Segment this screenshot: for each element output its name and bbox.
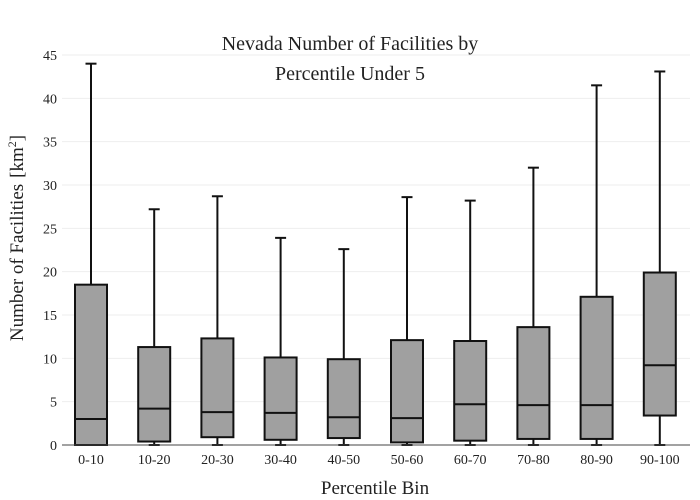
box-group [642,70,677,446]
x-tick-label: 30-40 [264,453,297,468]
y-tick-label: 40 [43,92,57,107]
box-iqr [390,339,424,444]
boxes [74,62,677,446]
x-tick-label: 40-50 [327,453,360,468]
x-tick-label: 10-20 [138,453,171,468]
x-tick-label: 70-80 [517,453,550,468]
y-tick-label: 25 [43,222,57,237]
box-iqr [200,337,235,439]
y-tick-label: 0 [50,439,57,454]
y-tick-label: 45 [43,49,57,64]
y-axis-title-text: Number of Facilities [7,184,28,341]
y-axis-unit-close: ] [7,135,28,141]
box-group [390,196,424,446]
y-tick-labels: 0 5 10 15 20 25 30 35 40 45 [43,49,57,454]
y-tick-label: 20 [43,266,57,281]
x-tick-label: 50-60 [391,453,424,468]
box-iqr [453,340,488,442]
chart-title-line-2: Percentile Under 5 [275,63,425,85]
x-tick-label: 80-90 [580,453,613,468]
box-iqr [579,295,614,440]
x-tick-labels: 0-10 10-20 20-30 30-40 40-50 50-60 60-70 70-80 8… [78,453,679,468]
y-tick-label: 10 [43,352,57,367]
box-group [200,195,235,446]
y-tick-label: 30 [43,179,57,194]
x-tick-label: 0-10 [78,453,104,468]
box-group [263,236,298,446]
box-iqr [137,346,172,443]
x-tick-label: 60-70 [454,453,487,468]
y-axis-unit-open: [km [7,147,28,178]
box-iqr [642,271,677,417]
y-axis-unit-superscript: 2 [5,141,19,147]
box-group [326,248,361,446]
x-axis-title: Percentile Bin [321,478,430,499]
x-tick-label: 90-100 [640,453,680,468]
y-tick-label: 5 [50,396,57,411]
chart-title-line-1: Nevada Number of Facilities by [222,33,479,55]
box-iqr [516,326,551,440]
box-iqr [74,283,108,446]
y-tick-label: 35 [43,136,57,151]
box-iqr [326,358,361,440]
y-axis-title: Number of Facilities [km2] [5,135,28,341]
box-group [137,208,172,446]
box-iqr [263,356,298,441]
box-group [516,166,551,446]
box-group [579,84,614,446]
box-group [453,199,488,446]
box-group [74,62,108,446]
x-tick-label: 20-30 [201,453,234,468]
y-tick-label: 15 [43,309,57,324]
